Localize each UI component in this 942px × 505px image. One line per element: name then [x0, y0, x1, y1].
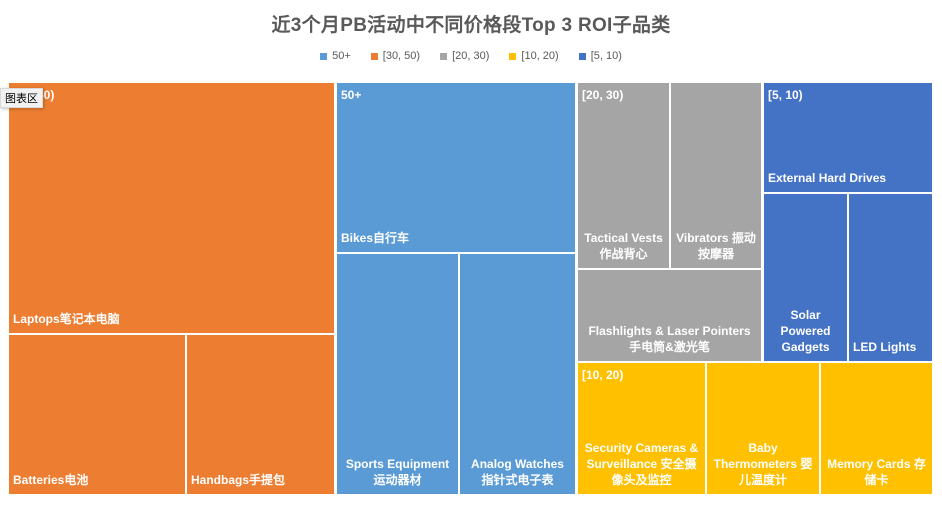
- tile-label: Handbags手提包: [191, 473, 286, 487]
- treemap-tile[interactable]: Flashlights & Laser Pointers 手电筒&激光笔: [577, 269, 762, 362]
- treemap-tile[interactable]: Batteries电池: [8, 334, 186, 495]
- treemap-tile[interactable]: Tactical Vests 作战背心: [577, 82, 670, 269]
- treemap-tile[interactable]: LED Lights: [848, 193, 933, 362]
- treemap-tile[interactable]: Baby Thermometers 婴儿温度计: [706, 362, 820, 495]
- treemap-tile[interactable]: Handbags手提包: [186, 334, 335, 495]
- group-label: 50+: [341, 88, 362, 102]
- chart-legend: 50+ [30, 50) [20, 30) [10, 20) [5, 10): [0, 50, 942, 62]
- legend-swatch: [440, 52, 448, 60]
- treemap-tile[interactable]: Memory Cards 存储卡: [820, 362, 933, 495]
- treemap-tile[interactable]: Analog Watches 指针式电子表: [459, 253, 576, 495]
- tile-label: External Hard Drives: [768, 171, 887, 185]
- treemap-tile[interactable]: Laptops笔记本电脑: [8, 82, 335, 334]
- legend-item[interactable]: [30, 50): [370, 50, 421, 62]
- legend-item[interactable]: 50+: [320, 50, 351, 62]
- legend-item[interactable]: [10, 20): [509, 50, 559, 62]
- legend-item[interactable]: [5, 10): [578, 50, 622, 62]
- tile-label: Bikes自行车: [341, 231, 410, 245]
- tile-label: Memory Cards 存储卡: [827, 457, 926, 487]
- legend-label: [5, 10): [590, 50, 622, 62]
- treemap-tile[interactable]: Bikes自行车: [336, 82, 576, 253]
- legend-item[interactable]: [20, 30): [440, 50, 489, 62]
- tile-label: Flashlights & Laser Pointers 手电筒&激光笔: [588, 324, 751, 354]
- legend-swatch: [370, 52, 378, 60]
- legend-label: [30, 50): [382, 50, 421, 62]
- tile-label: Laptops笔记本电脑: [13, 312, 120, 326]
- tile-label: Vibrators 振动按摩器: [676, 231, 756, 261]
- tile-label: Solar Powered Gadgets: [780, 308, 831, 354]
- treemap-tile[interactable]: Vibrators 振动按摩器: [670, 82, 762, 269]
- treemap-tile[interactable]: External Hard Drives: [763, 82, 933, 193]
- chart-title: 近3个月PB活动中不同价格段Top 3 ROI子品类: [271, 15, 671, 36]
- tile-label: Sports Equipment 运动器材: [345, 457, 450, 487]
- group-label: [10, 20): [582, 368, 624, 382]
- tile-label: LED Lights: [853, 340, 917, 354]
- legend-label: [20, 30): [452, 50, 490, 62]
- chart-area-tooltip: 图表区: [0, 88, 43, 108]
- legend-swatch: [578, 52, 586, 60]
- group-label: [5, 10): [768, 88, 803, 102]
- group-label: [20, 30): [582, 88, 624, 102]
- tile-label: Analog Watches 指针式电子表: [471, 457, 564, 487]
- legend-swatch: [320, 52, 328, 60]
- treemap-tile[interactable]: Solar Powered Gadgets: [763, 193, 848, 362]
- legend-label: [10, 20): [521, 50, 559, 62]
- legend-label: 50+: [332, 50, 351, 62]
- treemap-tile[interactable]: Security Cameras & Surveillance 安全摄像头及监控: [577, 362, 706, 495]
- tile-label: Tactical Vests 作战背心: [584, 231, 663, 261]
- treemap-tile[interactable]: Sports Equipment 运动器材: [336, 253, 459, 495]
- tile-label: Baby Thermometers 婴儿温度计: [713, 441, 813, 487]
- tile-label: Security Cameras & Surveillance 安全摄像头及监控: [584, 441, 699, 487]
- legend-swatch: [509, 52, 517, 60]
- tile-label: Batteries电池: [13, 473, 89, 487]
